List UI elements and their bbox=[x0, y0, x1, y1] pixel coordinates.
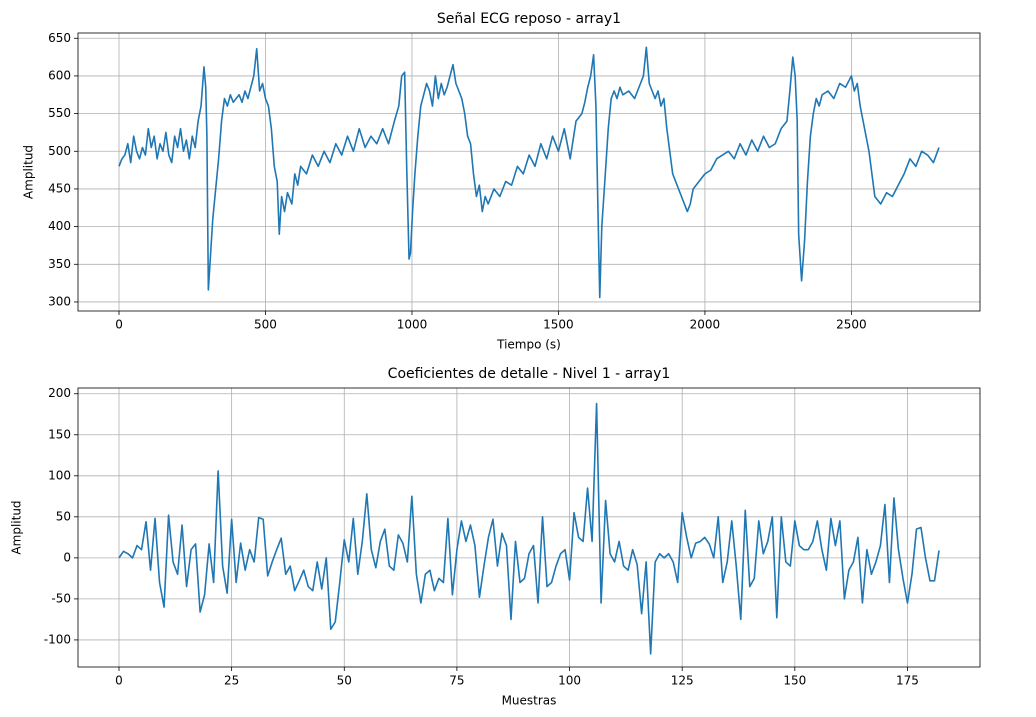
x-tick-label: 125 bbox=[671, 674, 694, 688]
x-tick-label: 1000 bbox=[397, 318, 428, 332]
y-tick-label: 150 bbox=[48, 427, 71, 441]
y-tick-label: 0 bbox=[63, 550, 71, 564]
y-tick-label: -50 bbox=[51, 591, 71, 605]
y-tick-label: 200 bbox=[48, 386, 71, 400]
axes-frame bbox=[77, 387, 981, 668]
y-tick-label: 350 bbox=[48, 257, 71, 271]
x-tick-label: 75 bbox=[449, 674, 464, 688]
y-tick-label: 100 bbox=[48, 468, 71, 482]
chart-title: Coeficientes de detalle - Nivel 1 - arra… bbox=[388, 366, 671, 382]
x-tick-label: 175 bbox=[896, 674, 919, 688]
axes-frame bbox=[77, 32, 981, 312]
x-tick-label: 50 bbox=[337, 674, 352, 688]
x-tick-label: 2500 bbox=[836, 318, 867, 332]
chart-title: Señal ECG reposo - array1 bbox=[437, 11, 621, 27]
data-line bbox=[118, 402, 940, 655]
y-axis-label: Amplitud bbox=[22, 145, 36, 199]
y-tick-label: 300 bbox=[48, 294, 71, 308]
x-axis-label: Muestras bbox=[502, 694, 557, 708]
y-tick-label: 650 bbox=[48, 31, 71, 45]
x-tick-label: 0 bbox=[115, 318, 123, 332]
y-tick-label: 400 bbox=[48, 219, 71, 233]
y-tick-label: 450 bbox=[48, 181, 71, 195]
y-tick-label: 500 bbox=[48, 144, 71, 158]
x-tick-label: 150 bbox=[783, 674, 806, 688]
y-tick-label: -100 bbox=[44, 632, 71, 646]
x-tick-label: 1500 bbox=[543, 318, 574, 332]
y-tick-label: 550 bbox=[48, 106, 71, 120]
data-line bbox=[118, 46, 940, 299]
y-tick-label: 600 bbox=[48, 68, 71, 82]
x-tick-label: 100 bbox=[558, 674, 581, 688]
x-axis-label: Tiempo (s) bbox=[496, 338, 561, 352]
x-tick-label: 25 bbox=[224, 674, 239, 688]
y-axis-label: Amplitud bbox=[10, 500, 24, 554]
x-tick-label: 2000 bbox=[690, 318, 721, 332]
x-tick-label: 0 bbox=[115, 674, 123, 688]
x-tick-label: 500 bbox=[254, 318, 277, 332]
y-tick-label: 50 bbox=[56, 509, 71, 523]
